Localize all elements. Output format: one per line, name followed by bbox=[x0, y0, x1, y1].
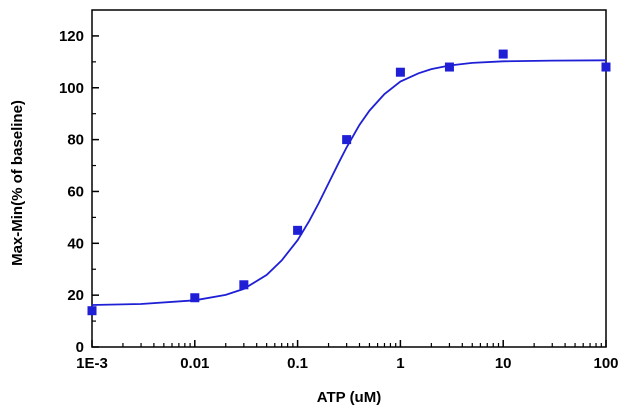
y-axis-title-group: Max-Min(% of baseline) bbox=[9, 100, 26, 266]
y-tick-label: 60 bbox=[67, 183, 84, 200]
plot-frame bbox=[91, 9, 607, 348]
data-point bbox=[342, 135, 352, 145]
x-axis-title: ATP (uM) bbox=[317, 389, 381, 406]
y-tick-label: 40 bbox=[67, 235, 84, 252]
data-point bbox=[395, 67, 405, 77]
x-tick-label: 1 bbox=[396, 355, 404, 372]
y-axis-title: Max-Min(% of baseline) bbox=[9, 100, 26, 266]
x-tick-label: 100 bbox=[593, 355, 618, 372]
fit-curve bbox=[91, 59, 607, 306]
data-point bbox=[239, 280, 249, 290]
x-tick-label: 0.01 bbox=[180, 355, 209, 372]
data-point bbox=[498, 49, 508, 59]
data-point bbox=[190, 293, 200, 303]
y-tick-label: 120 bbox=[59, 28, 84, 45]
y-tick-label: 0 bbox=[76, 339, 84, 356]
y-tick-label: 100 bbox=[59, 80, 84, 97]
x-tick-label: 1E-3 bbox=[76, 355, 108, 372]
data-point bbox=[444, 62, 454, 72]
data-point bbox=[87, 306, 97, 316]
y-tick-label: 80 bbox=[67, 132, 84, 149]
data-point bbox=[293, 225, 303, 235]
y-tick-label: 20 bbox=[67, 287, 84, 304]
x-tick-label: 0.1 bbox=[287, 355, 308, 372]
data-point bbox=[601, 62, 611, 72]
x-tick-label: 10 bbox=[495, 355, 512, 372]
